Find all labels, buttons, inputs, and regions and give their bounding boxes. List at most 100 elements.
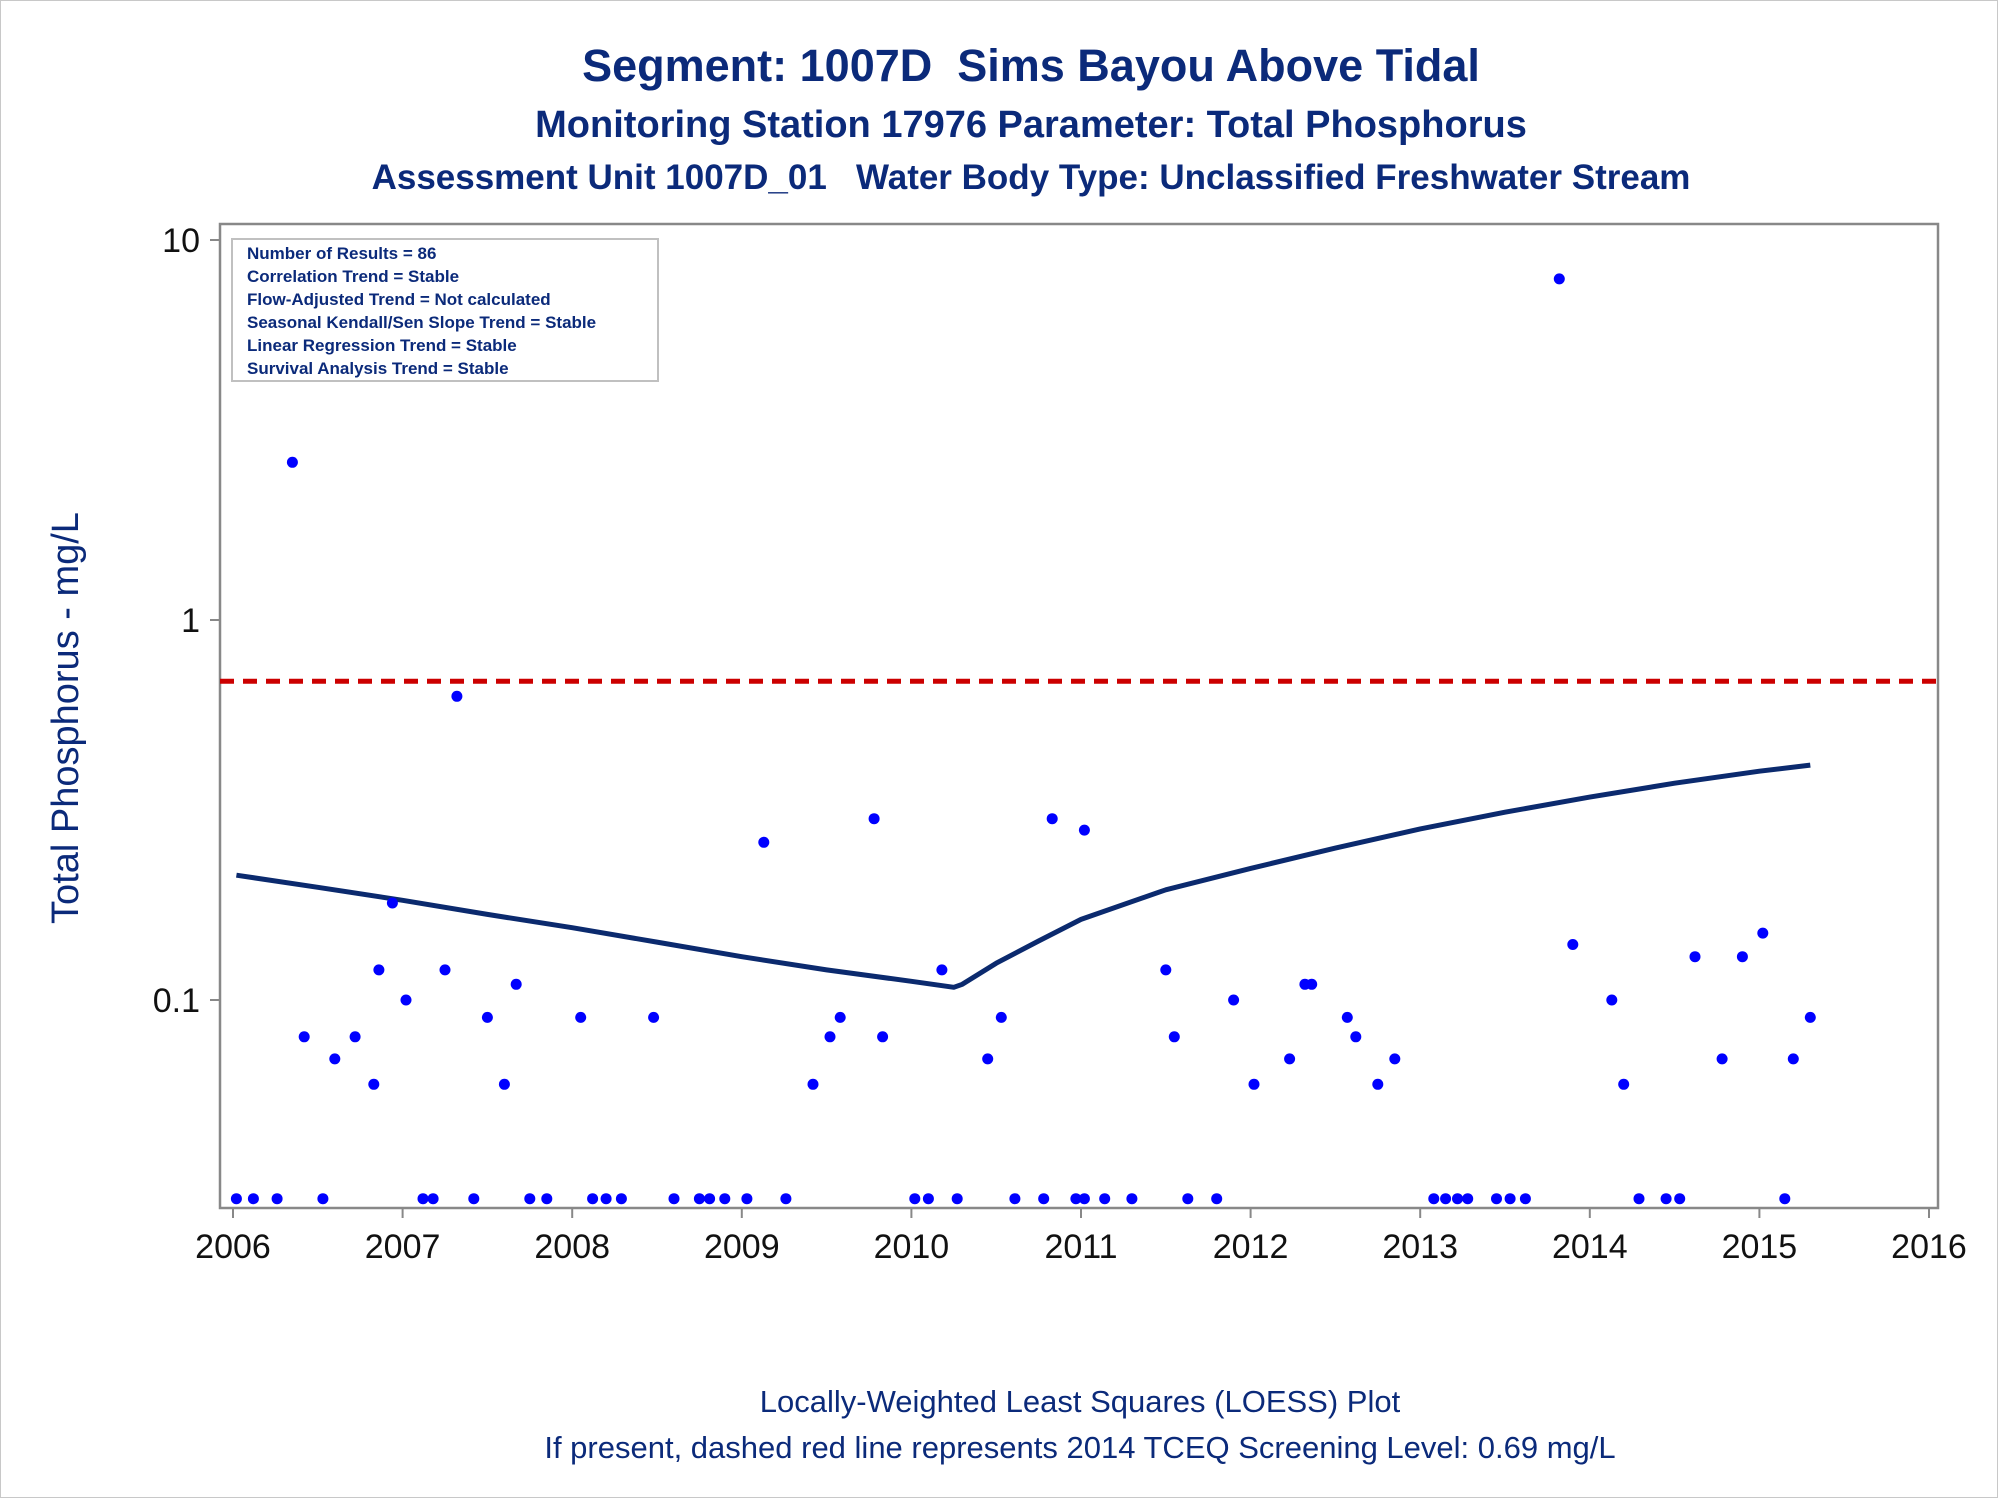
data-point [1504,1193,1516,1205]
data-point [1099,1193,1111,1205]
data-point [230,1193,242,1205]
data-point [575,1011,587,1023]
data-point [286,456,298,468]
data-point [439,964,451,976]
data-point [247,1193,259,1205]
data-point [1211,1193,1223,1205]
data-point [780,1193,792,1205]
data-point [1716,1053,1728,1065]
data-point [271,1193,283,1205]
chart-subtitle: Monitoring Station 17976 Parameter: Tota… [535,104,1527,146]
data-point [1009,1193,1021,1205]
data-point [1519,1193,1531,1205]
x-tick-label: 2008 [534,1228,610,1266]
data-point [868,813,880,825]
data-point [317,1193,329,1205]
data-point [368,1078,380,1090]
data-point [587,1193,599,1205]
data-point [1633,1193,1645,1205]
data-point [719,1193,731,1205]
data-point [922,1193,934,1205]
data-point [1440,1193,1452,1205]
data-point [1126,1193,1138,1205]
chart-subtitle-2: Assessment Unit 1007D_01 Water Body Type… [371,158,1691,197]
data-point [1428,1193,1440,1205]
data-point [648,1011,660,1023]
stats-line: Linear Regression Trend = Stable [247,336,517,355]
data-point [510,978,522,990]
data-point [1350,1031,1362,1043]
data-point [615,1193,627,1205]
data-point [1168,1031,1180,1043]
data-point [1078,1193,1090,1205]
x-tick-label: 2014 [1552,1228,1628,1266]
plot-layer: 2006 2007 2008 2009 2010 2011 2012 2013 2014 2015… [153,222,1967,1266]
stats-line: Flow-Adjusted Trend = Not calculated [247,290,551,309]
data-point [704,1193,716,1205]
data-point [451,690,463,702]
y-tick-label: 10 [162,222,200,260]
data-point [1787,1053,1799,1065]
chart-title: Segment: 1007D Sims Bayou Above Tidal [582,40,1480,91]
data-point [1452,1193,1463,1205]
data-point [1567,939,1579,950]
data-point [1070,1193,1082,1205]
x-tick-label: 2007 [365,1228,441,1266]
data-point [982,1053,994,1065]
data-point [936,964,948,976]
data-point [1046,813,1058,825]
data-point [1078,824,1090,836]
x-tick-label: 2009 [704,1228,780,1266]
data-point [1779,1193,1791,1205]
data-point [329,1053,341,1065]
data-point [668,1193,680,1205]
x-tick-label: 2006 [195,1228,271,1266]
data-point [349,1031,361,1043]
data-point [807,1078,819,1090]
data-point [1038,1193,1050,1205]
footnote-loess: Locally-Weighted Least Squares (LOESS) P… [759,1384,1401,1419]
data-point [1389,1053,1401,1065]
x-tick-label: 2010 [874,1228,950,1266]
data-point [1606,994,1618,1006]
data-point [417,1193,429,1205]
y-axis-label: Total Phosphorus - mg/L [45,512,87,924]
x-tick-label: 2015 [1722,1228,1798,1266]
data-point [1462,1193,1474,1205]
data-point [995,1011,1007,1023]
stats-line: Survival Analysis Trend = Stable [247,359,509,378]
data-point [909,1193,921,1205]
data-point [1660,1193,1672,1205]
data-point [481,1011,493,1023]
data-point [600,1193,612,1205]
data-point [1689,951,1701,963]
data-point [1284,1053,1296,1065]
data-point [1674,1193,1686,1205]
x-tick-label: 2016 [1891,1228,1967,1266]
data-point [1372,1078,1384,1090]
data-point [1804,1011,1816,1023]
stats-line: Number of Results = 86 [247,244,436,263]
data-point [1306,978,1318,990]
plot-area-border [218,222,1940,1210]
data-point [758,836,770,848]
data-point [1160,964,1172,976]
data-point [1341,1011,1353,1023]
x-tick-label: 2013 [1382,1228,1458,1266]
x-tick-label: 2012 [1213,1228,1289,1266]
data-point [427,1193,439,1205]
data-point [373,964,385,976]
footnote-screening: If present, dashed red line represents 2… [544,1430,1616,1465]
data-point [1757,927,1769,939]
stats-box [231,238,659,382]
y-tick-label: 0.1 [153,982,200,1020]
data-point [1553,273,1565,285]
data-point [824,1031,836,1043]
data-point [1736,951,1748,963]
data-point [834,1011,846,1023]
data-point [951,1193,963,1205]
data-point [541,1193,553,1205]
data-point [1228,994,1240,1006]
data-point [498,1078,510,1090]
